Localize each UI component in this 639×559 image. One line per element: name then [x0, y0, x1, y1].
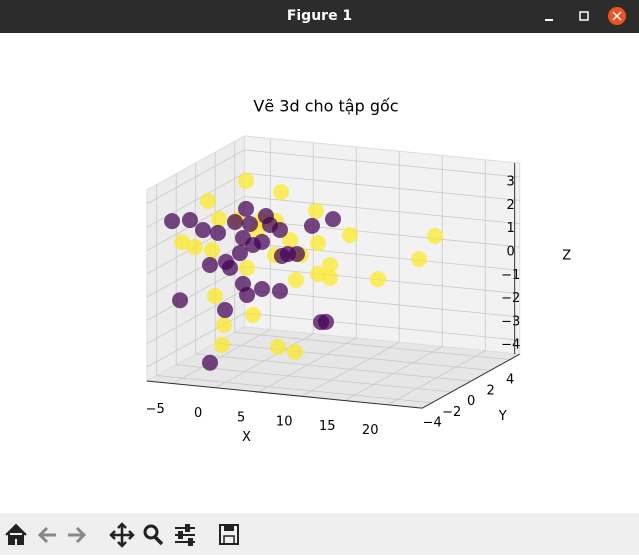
y-tick-label: −4 — [423, 416, 442, 431]
grid-line — [156, 184, 432, 404]
zoom-button[interactable] — [143, 524, 164, 546]
point — [227, 214, 244, 231]
point — [239, 286, 256, 303]
grid-line — [387, 159, 486, 406]
point — [201, 354, 218, 371]
point — [211, 211, 228, 228]
grid-line — [258, 146, 357, 393]
grid-line — [234, 141, 510, 360]
y-tick-label: 0 — [467, 394, 475, 409]
point — [273, 184, 290, 201]
x-axis-label: X — [242, 430, 251, 445]
save-button[interactable] — [219, 524, 239, 545]
z-tick-label: −2 — [501, 291, 520, 306]
forward-button[interactable] — [68, 526, 87, 544]
window-title: Figure 1 — [286, 8, 353, 24]
point — [204, 242, 221, 259]
z-tick-label: −1 — [501, 268, 520, 283]
point — [254, 281, 271, 298]
y-axis-line — [421, 353, 520, 409]
point — [244, 237, 261, 254]
x-tick-label: 10 — [276, 415, 293, 430]
x-tick-label: −5 — [146, 402, 165, 417]
y-axis-label: Y — [498, 409, 507, 424]
point — [309, 235, 326, 252]
point — [271, 283, 288, 300]
point — [209, 224, 226, 241]
configure-button[interactable] — [175, 524, 195, 546]
point — [217, 302, 234, 319]
home-button[interactable] — [5, 523, 27, 545]
grid-line — [146, 149, 520, 205]
z-tick-label: 1 — [507, 221, 515, 236]
x-tick-label: 15 — [319, 419, 336, 434]
point — [174, 234, 191, 251]
point — [341, 227, 358, 244]
back-button[interactable] — [37, 526, 56, 544]
point — [201, 256, 218, 273]
point — [181, 212, 198, 229]
point — [322, 270, 339, 287]
point — [164, 213, 181, 230]
point — [411, 251, 428, 268]
point — [309, 266, 326, 283]
point — [186, 239, 203, 256]
point — [238, 200, 255, 217]
x-tick-label: 20 — [362, 423, 379, 438]
chart-title: Vẽ 3d cho tập gốc — [253, 97, 398, 116]
z-tick-label: −4 — [501, 338, 520, 353]
point — [231, 245, 248, 262]
point — [270, 338, 287, 355]
z-tick-label: −3 — [501, 314, 520, 329]
point — [303, 217, 320, 234]
z-axis-label: Z — [562, 249, 571, 264]
point — [427, 227, 444, 244]
point — [214, 336, 231, 353]
grid-line — [344, 155, 443, 401]
point — [222, 259, 239, 276]
chart: Vẽ 3d cho tập gốc −5 0 5 10 15 20 −4−2024−4−3−… — [145, 97, 571, 445]
x-tick-label: 5 — [237, 410, 245, 425]
point — [273, 248, 290, 265]
point — [238, 172, 255, 189]
point — [241, 215, 258, 232]
toolbar — [0, 513, 639, 555]
point — [317, 313, 334, 330]
point — [262, 217, 279, 234]
toolbar-icons — [5, 522, 239, 548]
x-tick-label: 0 — [194, 406, 202, 421]
x-axis-line — [146, 380, 423, 409]
z-tick-label: 2 — [507, 198, 515, 213]
title-bar: Figure 1 — [0, 0, 639, 33]
point — [308, 202, 325, 219]
grid-line — [301, 151, 400, 397]
point — [287, 272, 304, 289]
point — [244, 306, 261, 323]
grid-line — [195, 162, 471, 382]
point — [206, 288, 223, 305]
pan-button[interactable] — [109, 522, 135, 548]
y-tick-label: 4 — [506, 373, 514, 388]
z-tick-label: 0 — [507, 245, 515, 260]
point — [215, 317, 232, 334]
point — [289, 246, 306, 263]
point — [287, 343, 304, 360]
y-tick-label: −2 — [442, 405, 461, 420]
point — [195, 222, 212, 239]
grid-line — [146, 196, 520, 251]
window-buttons — [545, 7, 626, 25]
point — [370, 271, 387, 288]
point — [199, 192, 216, 209]
point — [282, 232, 299, 249]
point — [172, 292, 189, 309]
y-tick-label: 2 — [487, 383, 495, 398]
point — [239, 259, 256, 276]
z-tick-label: 3 — [507, 175, 515, 190]
point — [325, 211, 342, 228]
grid-line — [146, 312, 520, 368]
close-button[interactable] — [608, 7, 626, 25]
maximize-button[interactable] — [579, 11, 589, 21]
point — [322, 256, 339, 273]
